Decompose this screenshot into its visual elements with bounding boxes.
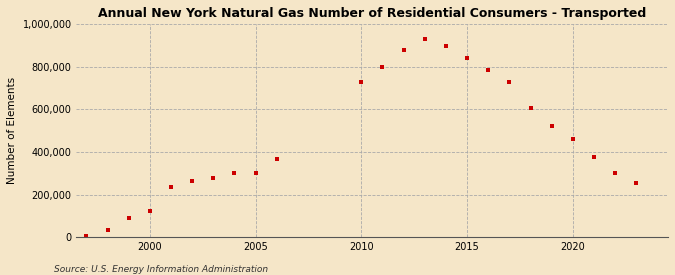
Y-axis label: Number of Elements: Number of Elements bbox=[7, 77, 17, 184]
Text: Source: U.S. Energy Information Administration: Source: U.S. Energy Information Administ… bbox=[54, 265, 268, 274]
Title: Annual New York Natural Gas Number of Residential Consumers - Transported: Annual New York Natural Gas Number of Re… bbox=[98, 7, 646, 20]
